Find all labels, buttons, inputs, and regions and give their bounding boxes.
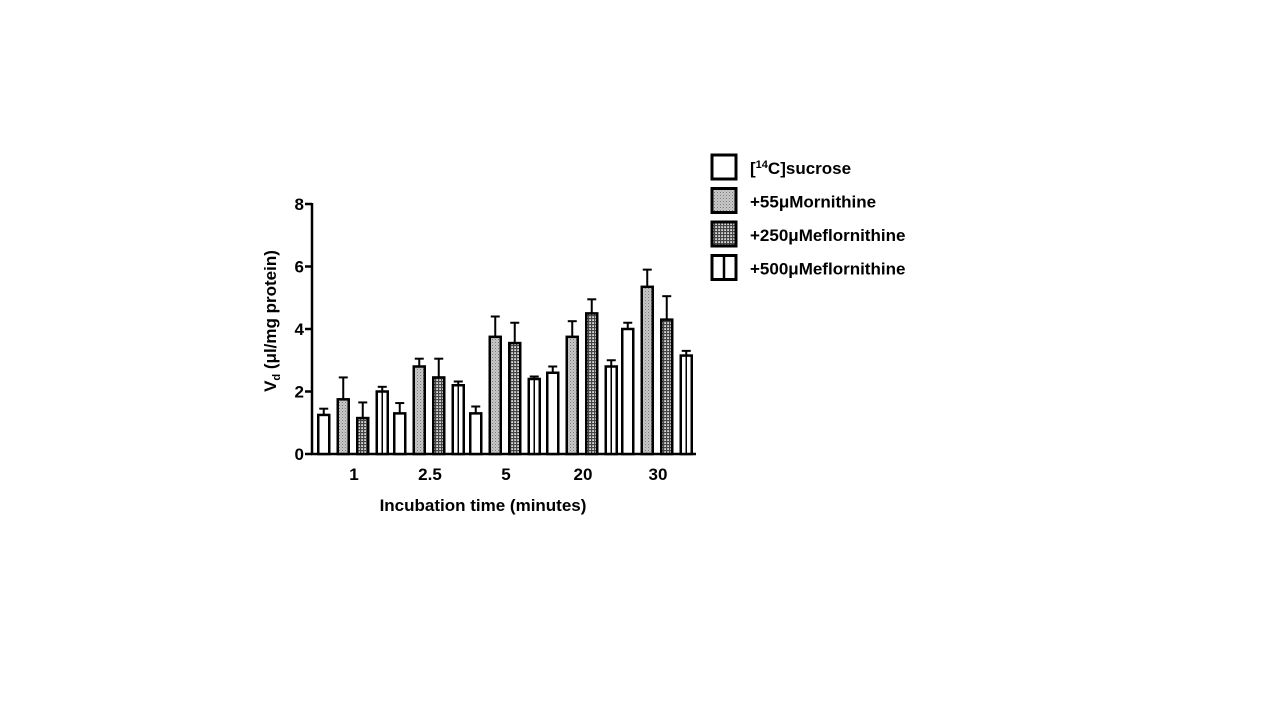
bar-group [660,295,674,456]
legend-label: +250μMeflornithine [750,226,905,245]
bar-group [451,380,465,456]
bars [317,268,693,456]
x-axis-title: Incubation time (minutes) [380,496,587,515]
bar [393,412,407,456]
bar-group [679,349,693,456]
bar [412,365,426,456]
y-tick-label: 8 [295,195,304,214]
bar [336,398,350,456]
bar [585,312,599,456]
legend-swatch [710,220,738,248]
bar-group [488,315,502,456]
bar-group [640,268,654,456]
y-ticks: 0 2 4 6 8 [295,195,312,464]
bar-group [527,375,541,456]
bar [565,335,579,456]
y-axis-title-main: V [261,380,280,392]
x-tick-label: 30 [649,465,668,484]
bar-group [585,298,599,456]
bar-group [375,385,389,456]
legend-item: +250μMeflornithine [710,220,905,248]
legend-swatch [710,153,738,181]
x-tick-label: 1 [349,465,358,484]
bar-group [508,321,522,456]
x-tick-label: 2.5 [418,465,442,484]
y-axis-title-subscript: d [271,374,283,381]
y-axis-title: Vd (μl/mg protein) [261,250,283,392]
bar [640,285,654,456]
bar [356,416,370,456]
x-ticks: 1 2.5 5 20 30 [349,465,667,484]
bar [546,371,560,456]
bar-group [356,401,370,456]
bar-group [336,376,350,456]
bar-group [432,357,446,456]
bar-group [469,405,483,456]
y-tick-label: 4 [295,320,305,339]
y-axis-title-rest: (μl/mg protein) [261,250,280,374]
y-tick-label: 6 [295,258,304,277]
x-tick-label: 5 [501,465,510,484]
bar-group [546,365,560,456]
legend-item: [14C]sucrose [710,153,851,181]
bar [660,318,674,456]
legend: [14C]sucrose +55μMornithine +250μMeflornit… [710,153,905,281]
y-tick-label: 2 [295,383,304,402]
bar [469,412,483,456]
legend-item: +55μMornithine [710,187,876,214]
legend-label: +500μMeflornithine [750,260,905,279]
y-tick-label: 0 [295,445,304,464]
x-tick-label: 20 [574,465,593,484]
bar [432,376,446,456]
bar-group [412,357,426,456]
legend-swatch [710,187,738,214]
bar-group [317,407,331,456]
bar-group [604,359,618,456]
legend-label: [14C]sucrose [750,159,851,178]
bar [621,327,635,456]
bar [508,341,522,456]
bar [317,413,331,456]
bar-group [393,402,407,456]
bar-group [621,321,635,456]
legend-item: +500μMeflornithine [710,254,905,281]
bar [488,335,502,456]
bar-group [565,320,579,456]
legend-label: +55μMornithine [750,193,876,212]
